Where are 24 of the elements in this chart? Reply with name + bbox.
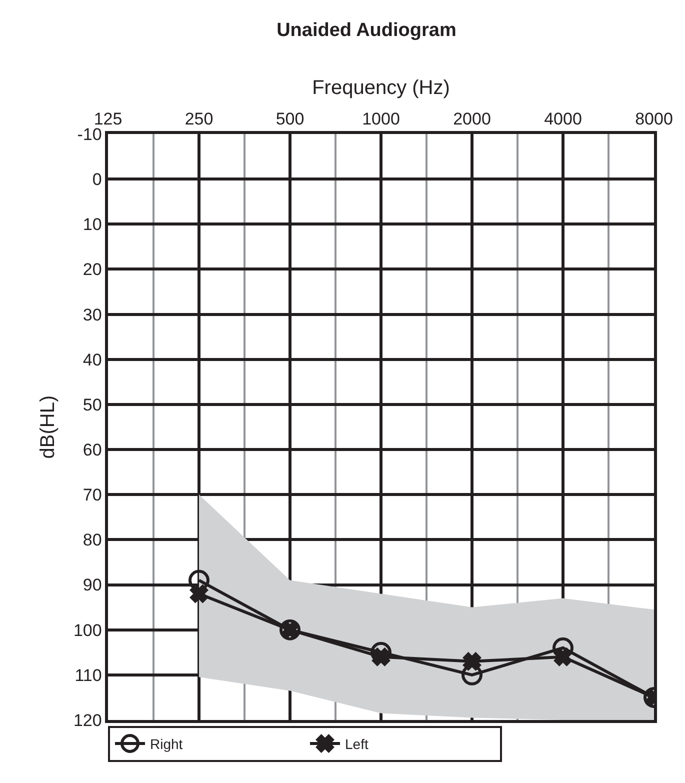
legend-label: Left — [345, 736, 368, 752]
legend-label: Right — [150, 736, 183, 752]
y-tick-label: 40 — [82, 350, 102, 370]
y-tick-label: 60 — [82, 440, 102, 460]
y-tick-label: 20 — [82, 260, 102, 280]
y-tick-label: 80 — [82, 530, 102, 550]
x-tick-label: 2000 — [453, 109, 491, 128]
y-tick-label: 120 — [73, 710, 102, 730]
x-tick-label: 1000 — [362, 109, 400, 128]
chart-title: Unaided Audiogram — [276, 20, 456, 42]
y-tick-label: 90 — [82, 576, 102, 595]
y-tick-label: 50 — [82, 395, 102, 414]
y-tick-label: 30 — [82, 305, 102, 324]
x-tick-label: 8000 — [635, 109, 673, 128]
x-tick-label: 250 — [184, 109, 214, 128]
y-tick-label: 110 — [74, 666, 102, 685]
x-axis-title: Frequency (Hz) — [312, 76, 450, 99]
y-axis-title: dB(HL) — [36, 395, 59, 459]
y-tick-label: 100 — [73, 620, 102, 640]
y-tick-label: 70 — [82, 486, 102, 505]
x-tick-label: 500 — [276, 109, 304, 128]
y-tick-label: 0 — [92, 170, 102, 190]
y-tick-label: 10 — [82, 215, 102, 234]
x-tick-label: 4000 — [544, 109, 582, 128]
